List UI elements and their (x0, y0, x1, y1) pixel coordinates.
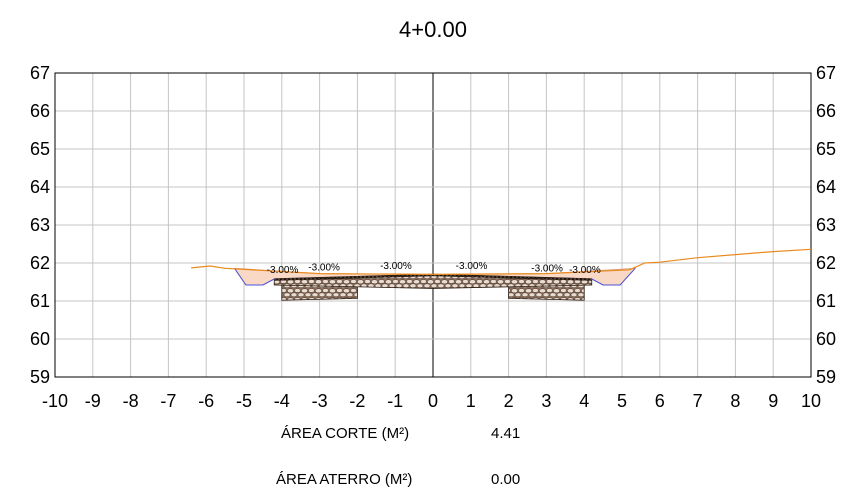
y-tick-label-right: 67 (816, 63, 836, 83)
slope-label: -3.00% (531, 263, 563, 274)
x-tick-label: 10 (801, 391, 821, 411)
x-tick-label: 4 (579, 391, 589, 411)
y-tick-label-right: 66 (816, 101, 836, 121)
x-tick-label: -7 (160, 391, 176, 411)
terrain-line (191, 248, 812, 276)
section-title: 4+0.00 (399, 17, 467, 42)
x-tick-label: 9 (768, 391, 778, 411)
x-tick-label: 7 (693, 391, 703, 411)
right-ditch-line (591, 267, 636, 286)
x-tick-label: 8 (730, 391, 740, 411)
slope-label: -3.00% (267, 265, 299, 276)
y-tick-label-left: 59 (30, 367, 50, 387)
y-tick-label-right: 64 (816, 177, 836, 197)
plot-frame (54, 72, 812, 378)
y-tick-label-right: 63 (816, 215, 836, 235)
area-fill-label: ÁREA ATERRO (M²) (276, 471, 413, 488)
y-tick-label-left: 66 (30, 101, 50, 121)
x-tick-label: -4 (274, 391, 290, 411)
x-tick-label: -9 (85, 391, 101, 411)
y-tick-label-left: 61 (30, 291, 50, 311)
area-cut-value: 4.41 (491, 425, 521, 442)
x-tick-label: 2 (504, 391, 514, 411)
x-tick-label: -6 (198, 391, 214, 411)
slope-label: -3.00% (380, 261, 412, 272)
y-tick-label-right: 61 (816, 291, 836, 311)
y-tick-label-right: 60 (816, 329, 836, 349)
x-tick-label: 3 (541, 391, 551, 411)
y-tick-label-right: 59 (816, 367, 836, 387)
x-tick-label: 0 (428, 391, 438, 411)
x-tick-label: -5 (236, 391, 252, 411)
slope-label: -3.00% (308, 263, 340, 274)
x-tick-label: 6 (655, 391, 665, 411)
area-cut-label: ÁREA CORTE (M²) (281, 425, 410, 442)
y-tick-label-left: 67 (30, 63, 50, 83)
x-tick-label: 1 (466, 391, 476, 411)
grid (54, 72, 812, 378)
slope-labels: -3.00% -3.00% -3.00% -3.00% -3.00% -3.00% (267, 261, 601, 276)
y-tick-label-left: 65 (30, 139, 50, 159)
x-tick-label: -1 (387, 391, 403, 411)
slope-label: -3.00% (569, 265, 601, 276)
y-tick-label-left: 62 (30, 253, 50, 273)
y-tick-label-right: 62 (816, 253, 836, 273)
left-ditch-line (234, 268, 275, 286)
x-tick-label: -2 (349, 391, 365, 411)
y-tick-label-left: 64 (30, 177, 50, 197)
x-tick-label: 5 (617, 391, 627, 411)
x-tick-label: -3 (312, 391, 328, 411)
pavement-structure (273, 273, 593, 301)
y-tick-label-right: 65 (816, 139, 836, 159)
slope-label: -3.00% (456, 261, 488, 272)
area-fill-value: 0.00 (491, 471, 521, 488)
x-tick-label: -10 (42, 391, 68, 411)
section-lines (191, 248, 812, 286)
y-tick-label-left: 63 (30, 215, 50, 235)
y-tick-label-left: 60 (30, 329, 50, 349)
x-tick-label: -8 (123, 391, 139, 411)
